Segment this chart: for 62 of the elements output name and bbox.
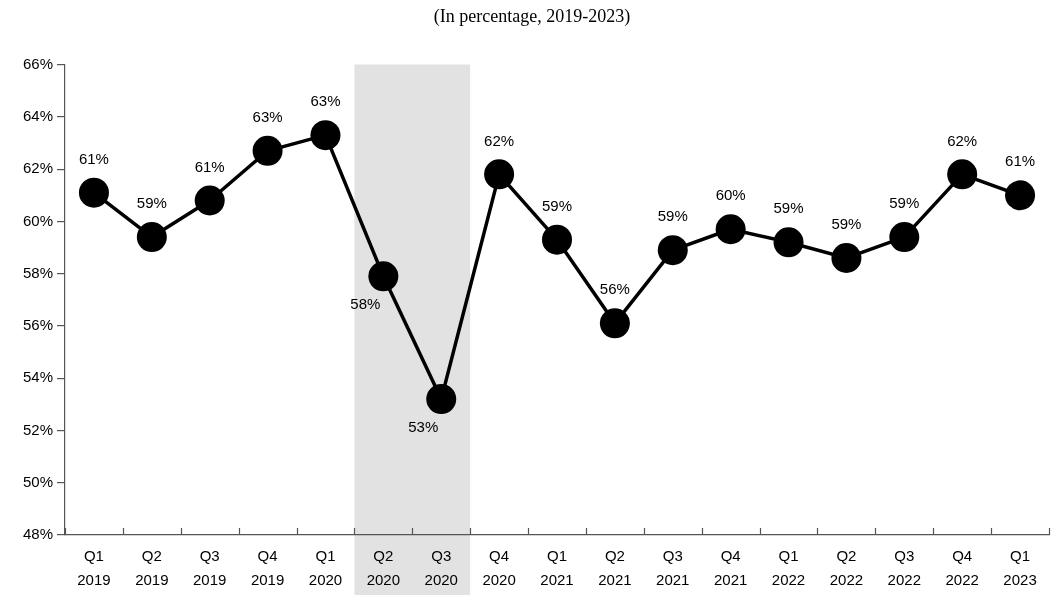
data-label: 59% xyxy=(136,194,167,212)
x-tick-label: Q2 2021 xyxy=(598,547,632,589)
point xyxy=(889,222,920,253)
y-tick-label: 58% xyxy=(22,263,53,281)
data-label: 59% xyxy=(657,207,688,225)
data-label: 53% xyxy=(408,418,439,436)
y-tick-label: 50% xyxy=(22,472,53,490)
x-tick-label: Q3 2019 xyxy=(193,547,227,589)
data-label: 59% xyxy=(773,199,804,217)
x-tick-label: Q4 2022 xyxy=(945,547,979,589)
point xyxy=(78,177,109,208)
data-label: 63% xyxy=(252,107,283,125)
data-label: 59% xyxy=(889,194,920,212)
x-tick-label: Q3 2022 xyxy=(887,547,921,589)
data-label: 61% xyxy=(78,149,109,167)
point xyxy=(599,308,630,339)
data-label: 61% xyxy=(194,157,225,175)
data-label: 62% xyxy=(947,131,978,149)
point xyxy=(715,214,746,245)
x-tick-label: Q4 2019 xyxy=(250,547,285,589)
data-label: 59% xyxy=(831,215,862,233)
x-tick-label: Q2 2022 xyxy=(829,547,864,589)
y-tick-label: 60% xyxy=(22,211,53,229)
x-tick-label: Q3 2021 xyxy=(656,547,690,589)
x-tick-label: Q4 2020 xyxy=(482,547,516,589)
x-tick-label: Q1 2019 xyxy=(77,547,111,589)
y-tick-label: 62% xyxy=(22,159,53,177)
data-label: 62% xyxy=(484,131,515,149)
x-tick-label: Q1 2022 xyxy=(771,547,806,589)
point xyxy=(657,235,688,266)
point xyxy=(310,120,341,151)
point xyxy=(542,224,572,255)
x-tick-label: Q4 2021 xyxy=(713,547,748,589)
data-label: 60% xyxy=(715,186,746,204)
point xyxy=(368,261,399,292)
point xyxy=(252,135,283,166)
point xyxy=(947,159,978,190)
point xyxy=(426,384,457,415)
point xyxy=(194,185,225,216)
y-tick-label: 48% xyxy=(22,525,53,543)
point xyxy=(773,227,804,258)
point xyxy=(136,222,167,253)
data-label: 63% xyxy=(310,92,341,110)
data-label: 59% xyxy=(541,196,573,214)
point xyxy=(1005,180,1036,211)
y-tick-label: 56% xyxy=(22,316,53,334)
data-label: 56% xyxy=(599,280,630,298)
data-label: 58% xyxy=(350,295,381,313)
point xyxy=(484,159,515,190)
chart-title: (In percentage, 2019-2023) xyxy=(433,5,631,27)
x-tick-label: Q3 2020 xyxy=(424,547,458,589)
x-tick-label: Q1 2021 xyxy=(540,547,574,589)
y-tick-label: 54% xyxy=(22,368,53,386)
x-tick-label: Q2 2019 xyxy=(135,547,169,589)
x-tick-label: Q1 2020 xyxy=(308,547,343,589)
y-tick-label: 64% xyxy=(22,107,53,125)
data-label: 61% xyxy=(1005,152,1036,170)
x-tick-label: Q2 2020 xyxy=(366,547,401,589)
point xyxy=(831,242,862,273)
y-tick-label: 52% xyxy=(22,420,53,438)
x-tick-label: Q1 2023 xyxy=(1003,547,1037,589)
y-tick-label: 66% xyxy=(22,54,53,72)
